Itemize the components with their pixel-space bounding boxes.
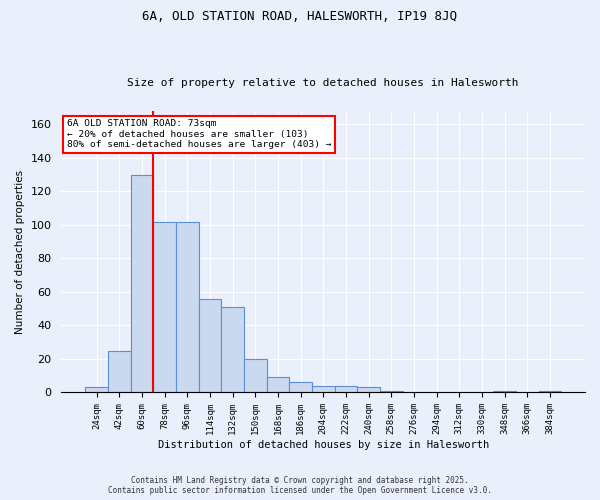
Bar — [199, 298, 221, 392]
Bar — [244, 359, 266, 392]
Y-axis label: Number of detached properties: Number of detached properties — [15, 170, 25, 334]
Text: 6A, OLD STATION ROAD, HALESWORTH, IP19 8JQ: 6A, OLD STATION ROAD, HALESWORTH, IP19 8… — [143, 10, 458, 23]
Bar — [335, 386, 357, 392]
Bar — [380, 391, 403, 392]
Bar — [289, 382, 312, 392]
Bar — [493, 391, 516, 392]
X-axis label: Distribution of detached houses by size in Halesworth: Distribution of detached houses by size … — [158, 440, 489, 450]
Bar — [357, 388, 380, 392]
Bar — [85, 388, 108, 392]
Bar — [539, 391, 561, 392]
Bar — [266, 378, 289, 392]
Bar — [131, 174, 153, 392]
Bar — [153, 222, 176, 392]
Bar — [108, 350, 131, 393]
Text: 6A OLD STATION ROAD: 73sqm
← 20% of detached houses are smaller (103)
80% of sem: 6A OLD STATION ROAD: 73sqm ← 20% of deta… — [67, 120, 331, 149]
Bar — [312, 386, 335, 392]
Bar — [176, 222, 199, 392]
Text: Contains HM Land Registry data © Crown copyright and database right 2025.
Contai: Contains HM Land Registry data © Crown c… — [108, 476, 492, 495]
Title: Size of property relative to detached houses in Halesworth: Size of property relative to detached ho… — [127, 78, 519, 88]
Bar — [221, 307, 244, 392]
